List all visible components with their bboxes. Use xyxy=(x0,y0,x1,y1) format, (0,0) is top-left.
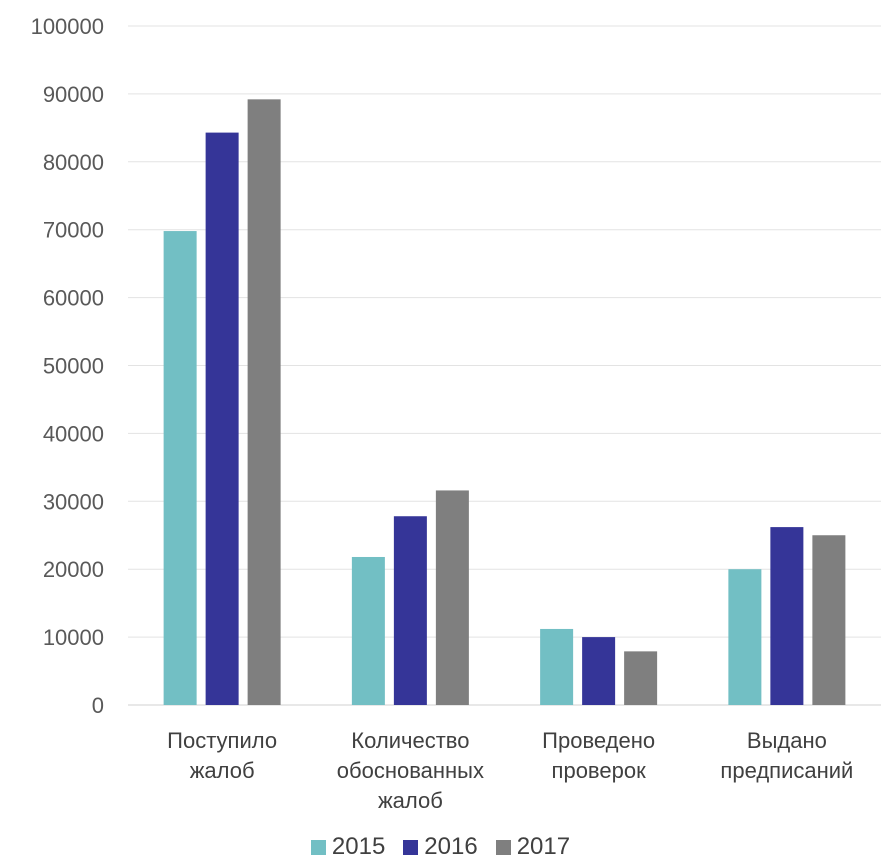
legend: 2015 2016 2017 xyxy=(0,832,881,862)
bars xyxy=(163,99,846,706)
x-axis-categories: Поступило жалоб Количество обоснованных жало… xyxy=(167,728,853,813)
x-category-label: жалоб xyxy=(378,788,443,813)
legend-label: 2016 xyxy=(424,833,478,860)
legend-swatch xyxy=(495,839,511,855)
x-category-label: жалоб xyxy=(190,758,255,783)
y-tick-label: 0 xyxy=(92,693,104,718)
bar-2017-cat2 xyxy=(624,651,658,705)
legend-swatch xyxy=(403,839,419,855)
bar-2017-cat1 xyxy=(435,490,469,705)
x-category-label: Проведено xyxy=(542,728,655,753)
bar-2016-cat0 xyxy=(205,132,239,705)
bar-chart: 0 10000 20000 30000 40000 50000 60000 70000 8000… xyxy=(31,14,881,813)
x-category-label: проверок xyxy=(552,758,647,783)
legend-item-2017: 2017 xyxy=(495,833,571,861)
y-tick-label: 70000 xyxy=(43,218,104,243)
y-tick-label: 30000 xyxy=(43,489,104,514)
y-axis-ticks: 0 10000 20000 30000 40000 50000 60000 70000 8000… xyxy=(31,14,104,718)
bar-2016-cat2 xyxy=(582,637,616,705)
bar-2015-cat3 xyxy=(728,569,762,705)
bar-2015-cat2 xyxy=(540,628,574,705)
bar-2015-cat1 xyxy=(351,556,385,705)
gridlines xyxy=(128,25,881,706)
bar-2016-cat1 xyxy=(393,516,427,705)
y-tick-label: 60000 xyxy=(43,286,104,311)
legend-label: 2015 xyxy=(331,833,386,860)
bar-2015-cat0 xyxy=(163,231,197,706)
bar-2017-cat0 xyxy=(247,99,281,705)
legend-label: 2017 xyxy=(516,833,571,860)
y-tick-label: 80000 xyxy=(43,150,104,175)
legend-swatch xyxy=(310,839,326,855)
y-tick-label: 50000 xyxy=(43,354,104,379)
x-category-label: Поступило xyxy=(167,728,277,753)
x-category-label: Количество xyxy=(351,728,469,753)
x-category-label: Выдано xyxy=(747,728,827,753)
bar-2016-cat3 xyxy=(770,527,804,705)
x-category-label: обоснованных xyxy=(337,758,484,783)
y-tick-label: 40000 xyxy=(43,421,104,446)
legend-item-2016: 2016 xyxy=(403,833,478,861)
legend-item-2015: 2015 xyxy=(310,833,386,861)
y-tick-label: 100000 xyxy=(31,14,104,39)
y-tick-label: 10000 xyxy=(43,625,104,650)
bar-2017-cat3 xyxy=(812,535,846,705)
y-tick-label: 20000 xyxy=(43,557,104,582)
x-category-label: предписаний xyxy=(720,758,853,783)
y-tick-label: 90000 xyxy=(43,82,104,107)
